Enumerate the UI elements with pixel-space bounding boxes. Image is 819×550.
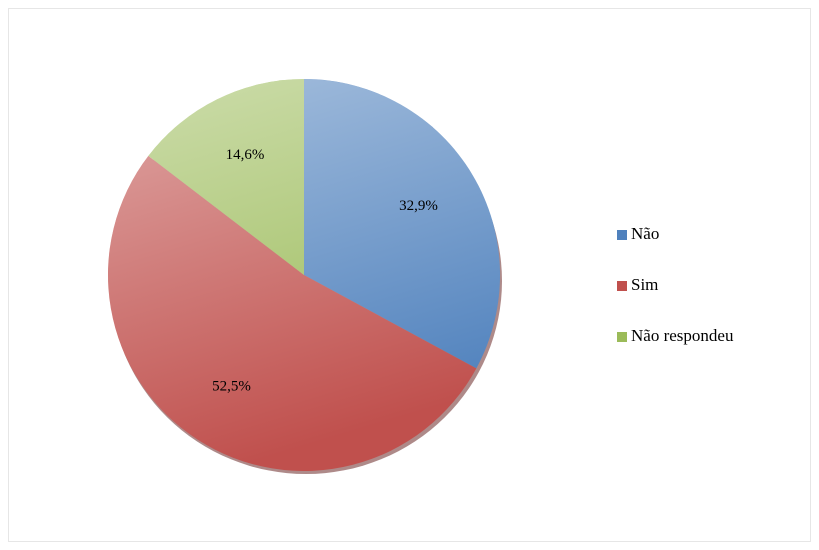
legend-label: Não respondeu (631, 326, 734, 345)
data-label: 14,6% (226, 147, 265, 163)
legend-swatch (617, 281, 627, 291)
data-label: 52,5% (212, 378, 251, 394)
legend-label: Não (631, 224, 659, 243)
legend-label: Sim (631, 275, 658, 294)
data-label: 32,9% (399, 198, 438, 214)
legend-swatch (617, 332, 627, 342)
legend-swatch (617, 230, 627, 240)
